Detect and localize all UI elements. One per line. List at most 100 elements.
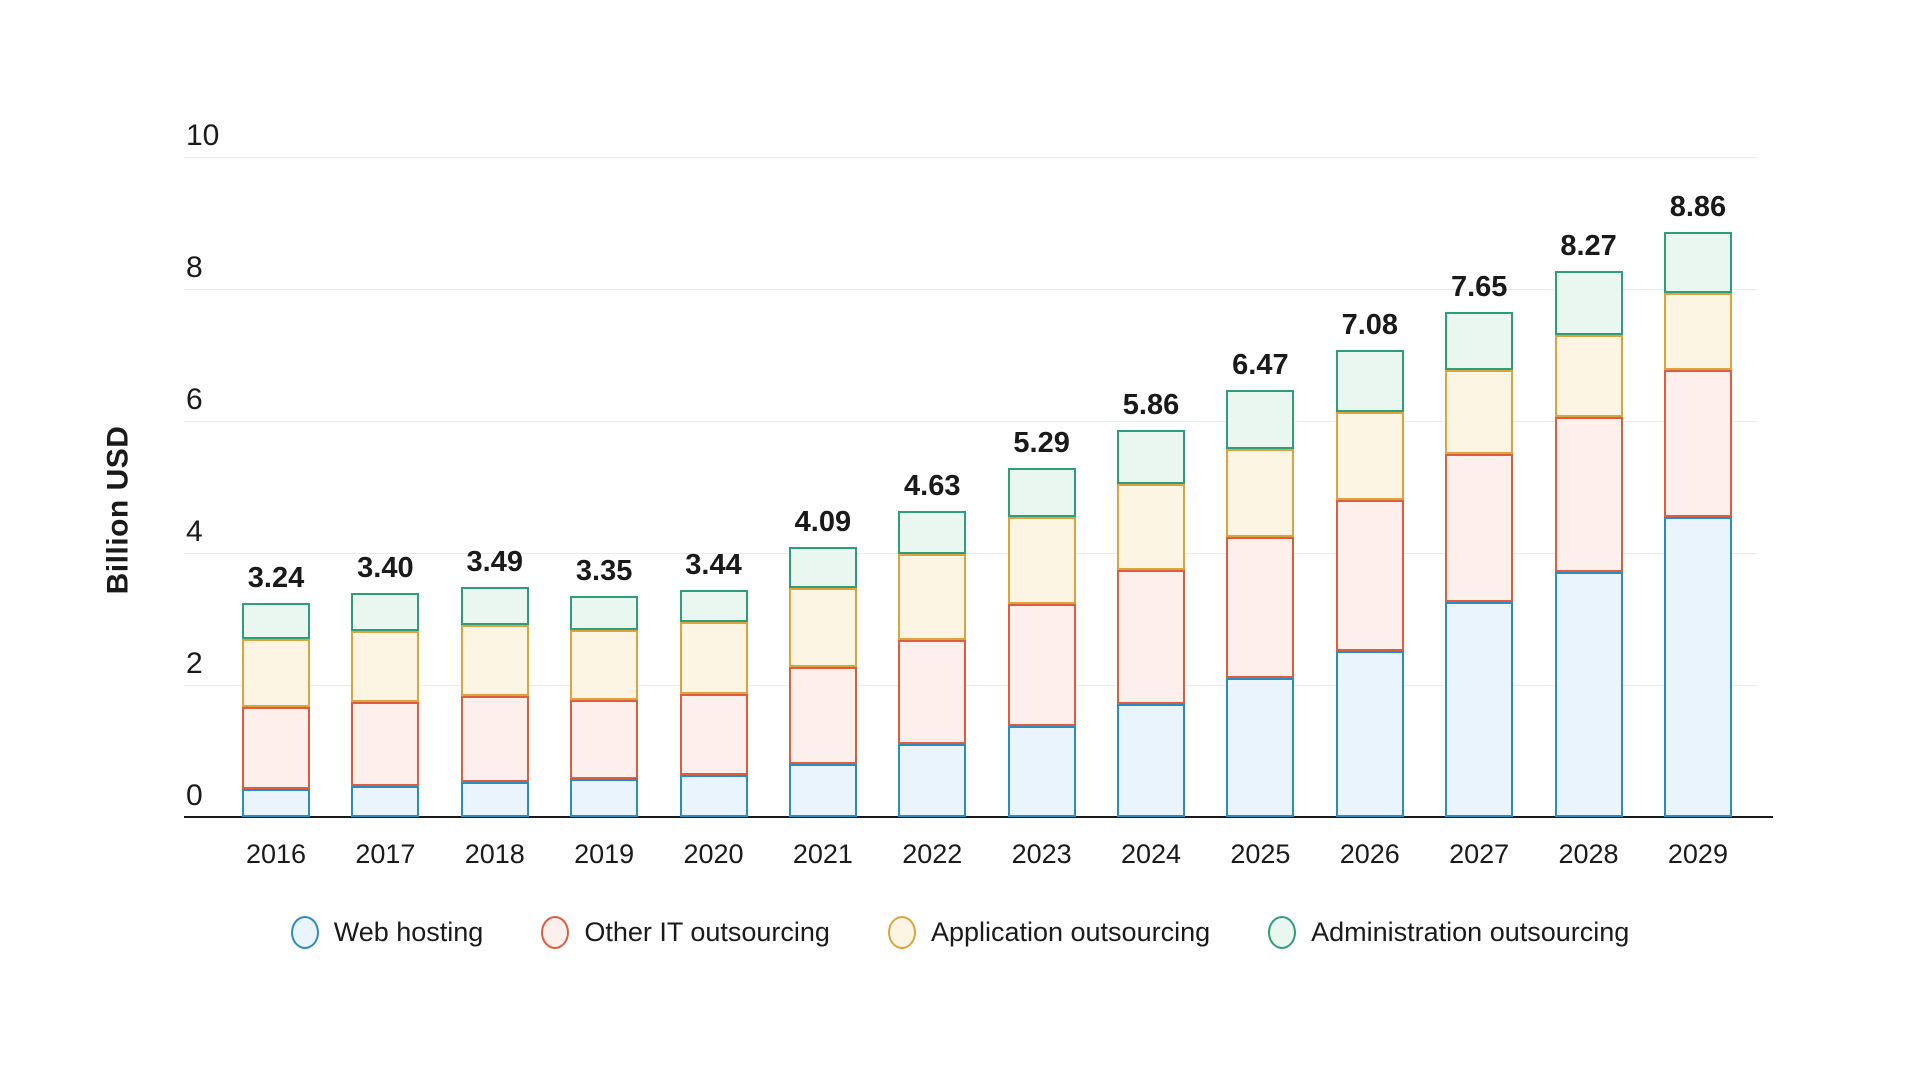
segment-administration-outsourcing-2029 — [1663, 232, 1732, 293]
x-tick-2027: 2027 — [1449, 839, 1510, 869]
segment-application-outsourcing-2021 — [788, 588, 857, 667]
x-tick-2018: 2018 — [464, 839, 525, 869]
segment-application-outsourcing-2028 — [1554, 334, 1623, 418]
legend-label: Other IT outsourcing — [584, 917, 830, 947]
segment-other-it-outsourcing-2024 — [1117, 570, 1186, 705]
segment-other-it-outsourcing-2026 — [1335, 500, 1404, 652]
total-label-2016: 3.24 — [247, 562, 305, 595]
legend-label: Web hosting — [333, 917, 484, 947]
y-axis-title: Billion USD — [98, 380, 138, 640]
segment-application-outsourcing-2019 — [570, 630, 639, 701]
x-tick-2017: 2017 — [355, 839, 416, 869]
segment-web-hosting-2023 — [1007, 725, 1076, 817]
legend-swatch-icon — [1268, 916, 1297, 949]
x-tick-2022: 2022 — [902, 839, 963, 869]
total-label-2020: 3.44 — [685, 548, 742, 581]
x-tick-2021: 2021 — [792, 839, 853, 869]
x-tick-2016: 2016 — [245, 839, 307, 869]
legend-swatch-icon — [887, 916, 916, 949]
segment-administration-outsourcing-2028 — [1554, 271, 1623, 335]
segment-application-outsourcing-2027 — [1445, 369, 1514, 455]
gridline-4 — [184, 553, 1757, 554]
gridline-6 — [184, 421, 1757, 422]
segment-web-hosting-2022 — [898, 744, 967, 817]
total-label-2022: 4.63 — [904, 470, 961, 503]
segment-application-outsourcing-2023 — [1007, 516, 1076, 604]
segment-administration-outsourcing-2026 — [1335, 349, 1404, 413]
x-tick-2026: 2026 — [1339, 839, 1400, 869]
segment-web-hosting-2025 — [1226, 678, 1295, 817]
legend-item-web-hosting[interactable]: Web hosting — [290, 916, 484, 949]
legend-swatch-icon — [541, 916, 570, 949]
segment-web-hosting-2024 — [1117, 704, 1186, 817]
legend-swatch-icon — [290, 916, 319, 949]
segment-application-outsourcing-2017 — [351, 630, 420, 703]
x-axis-line — [184, 816, 1773, 818]
total-label-2019: 3.35 — [575, 554, 633, 587]
segment-administration-outsourcing-2024 — [1117, 430, 1186, 485]
legend-item-application-outsourcing[interactable]: Application outsourcing — [887, 916, 1211, 949]
total-label-2028: 8.27 — [1560, 230, 1617, 263]
bar-2024 — [1117, 430, 1186, 817]
segment-administration-outsourcing-2021 — [788, 547, 857, 588]
bar-2027 — [1445, 312, 1514, 817]
segment-web-hosting-2026 — [1335, 651, 1404, 817]
legend-item-administration-outsourcing[interactable]: Administration outsourcing — [1268, 916, 1629, 949]
legend-item-other-it-outsourcing[interactable]: Other IT outsourcing — [541, 916, 830, 949]
segment-other-it-outsourcing-2028 — [1554, 417, 1623, 573]
x-tick-2019: 2019 — [574, 839, 635, 869]
total-label-2029: 8.86 — [1669, 191, 1727, 224]
y-tick-4: 4 — [186, 515, 203, 548]
bar-2023 — [1007, 467, 1076, 817]
x-tick-2029: 2029 — [1667, 839, 1728, 869]
plot-area: 0 2 4 6 8 10 3.24 2016 3.40 2017 3.49 2018 3.35 2019 3… — [184, 121, 1773, 869]
segment-web-hosting-2016 — [242, 788, 310, 817]
total-label-2026: 7.08 — [1341, 308, 1399, 341]
bar-2029 — [1663, 232, 1732, 817]
segment-web-hosting-2021 — [788, 764, 857, 817]
bar-2025 — [1226, 390, 1295, 817]
total-label-2027: 7.65 — [1450, 271, 1508, 304]
segment-other-it-outsourcing-2017 — [351, 702, 420, 786]
y-tick-8: 8 — [186, 251, 203, 284]
legend-label: Application outsourcing — [930, 917, 1211, 947]
segment-other-it-outsourcing-2016 — [242, 707, 310, 789]
segment-other-it-outsourcing-2023 — [1007, 603, 1076, 726]
total-label-2018: 3.49 — [466, 545, 523, 578]
total-label-2023: 5.29 — [1013, 426, 1070, 459]
segment-web-hosting-2017 — [351, 785, 420, 817]
bar-2019 — [570, 595, 639, 817]
segment-application-outsourcing-2016 — [242, 639, 310, 708]
segment-application-outsourcing-2029 — [1663, 292, 1732, 371]
x-tick-2023: 2023 — [1011, 839, 1072, 869]
y-tick-6: 6 — [186, 383, 203, 416]
segment-other-it-outsourcing-2019 — [570, 700, 639, 779]
segment-application-outsourcing-2022 — [898, 554, 967, 641]
x-tick-2025: 2025 — [1230, 839, 1291, 869]
segment-other-it-outsourcing-2027 — [1445, 454, 1514, 602]
segment-application-outsourcing-2026 — [1335, 412, 1404, 501]
segment-other-it-outsourcing-2020 — [679, 694, 748, 775]
segment-other-it-outsourcing-2018 — [460, 696, 529, 783]
segment-web-hosting-2019 — [570, 778, 639, 817]
segment-administration-outsourcing-2020 — [679, 589, 748, 623]
gridline-8 — [184, 289, 1757, 290]
segment-other-it-outsourcing-2025 — [1226, 536, 1295, 679]
bar-2026 — [1335, 349, 1404, 817]
bar-2021 — [788, 547, 857, 817]
gridline-10 — [184, 157, 1757, 158]
segment-other-it-outsourcing-2029 — [1663, 370, 1732, 518]
x-tick-2020: 2020 — [683, 839, 744, 869]
segment-administration-outsourcing-2027 — [1445, 312, 1514, 370]
bar-2022 — [898, 511, 967, 817]
y-tick-2: 2 — [186, 647, 203, 680]
segment-web-hosting-2028 — [1554, 572, 1623, 817]
total-label-2024: 5.86 — [1122, 389, 1180, 422]
segment-administration-outsourcing-2018 — [460, 586, 529, 625]
total-label-2025: 6.47 — [1232, 348, 1289, 381]
y-tick-10: 10 — [186, 119, 220, 152]
x-tick-2024: 2024 — [1120, 839, 1182, 869]
bar-2017 — [351, 592, 420, 817]
legend-label: Administration outsourcing — [1311, 917, 1630, 947]
